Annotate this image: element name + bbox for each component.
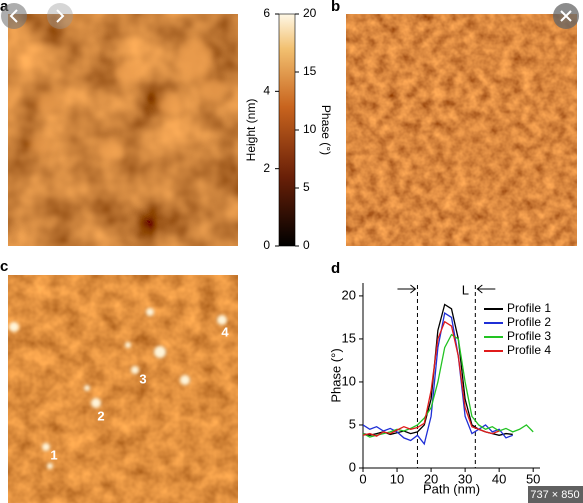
arrow [397,284,417,294]
afm-phase-image [346,14,577,246]
series-line [362,303,513,436]
height-features [29,40,226,159]
image-size: 737 × 850 [530,489,579,501]
prev-button[interactable] [1,3,27,29]
series-line [362,333,534,438]
y-tick-label: 10 [342,373,356,388]
particle-label: 1 [50,447,57,462]
legend-label: Profile 1 [507,301,551,315]
series-line [362,312,513,446]
colorbar [278,13,296,247]
particle-label: 3 [139,371,146,386]
particle-label: 2 [97,408,104,423]
y-tick-label: 15 [342,330,356,345]
x-tick-label: 20 [424,471,438,486]
panel-label: c [0,258,8,275]
x-tick-label: 50 [526,471,540,486]
arrow [476,284,496,294]
phase-tick-label: 5 [303,180,310,194]
legend-label: Profile 3 [507,329,551,343]
x-tick-label: 40 [492,471,506,486]
legend-label: Profile 4 [507,343,551,357]
x-tick-label: 0 [359,471,366,486]
y-tick-label: 20 [342,287,356,302]
particle-label: 4 [221,324,229,339]
height-tick-label: 6 [263,6,270,20]
phase-tick-label: 15 [303,64,317,78]
next-button[interactable] [47,3,73,29]
phase-tick-label: 20 [303,6,317,20]
x-axis-label: Path (nm) [423,481,480,496]
x-tick-label: 10 [390,471,404,486]
line-chart: 0 5 10 15 20 0 10 20 30 40 50 Path (nm) Phase (°) L Pr… [328,282,551,496]
particles [9,308,227,469]
phase-label: Phase (°) [319,105,333,155]
y-tick-label: 0 [349,459,356,474]
height-label: Height (nm) [244,99,258,162]
series-line [362,320,500,437]
panel-label: b [331,0,340,15]
y-tick-label: 5 [349,416,356,431]
panel-label: d [331,260,340,277]
size-badge [528,486,583,503]
height-tick-label: 4 [263,84,270,98]
y-axis-label: Phase (°) [328,348,343,402]
phase-tick-label: 10 [303,122,317,136]
phase-tick-label: 0 [303,238,310,252]
height-tick-label: 2 [263,161,270,175]
close-button[interactable] [553,3,579,29]
annotation: L [462,282,469,297]
x-tick-label: 30 [458,471,472,486]
afm-phase-image [8,275,238,503]
height-tick-label: 0 [263,238,270,252]
legend-label: Profile 2 [507,315,551,329]
